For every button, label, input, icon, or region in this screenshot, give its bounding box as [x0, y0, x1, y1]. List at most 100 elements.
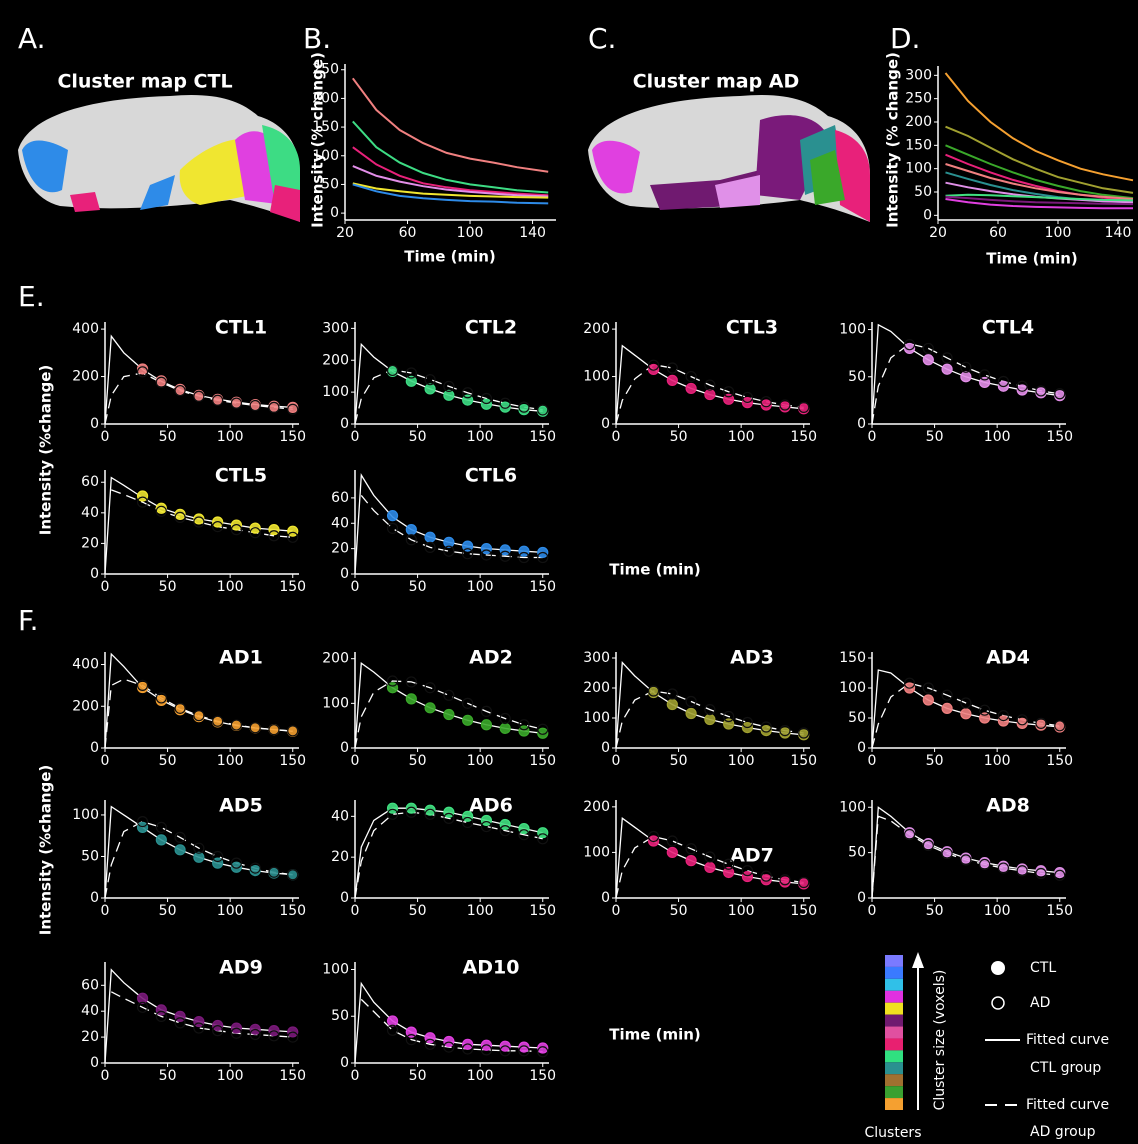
x-axis-label: Time (min)	[986, 250, 1078, 268]
y-axis-label: Intensity (% change)	[884, 52, 902, 228]
x-tick-label: 0	[351, 579, 360, 595]
x-tick-label: 50	[159, 1068, 177, 1084]
ctl-point	[923, 355, 933, 365]
x-tick-label: 100	[457, 225, 484, 241]
x-tick-label: 100	[984, 903, 1011, 919]
ctl-point	[705, 862, 715, 872]
ctl-point	[444, 710, 454, 720]
chart-title: AD3	[730, 647, 774, 669]
ctl-point	[269, 525, 279, 535]
x-tick-label: 0	[612, 903, 621, 919]
x-tick-label: 150	[529, 429, 556, 445]
chart-title: AD6	[469, 795, 513, 817]
x-tick-label: 100	[467, 903, 494, 919]
x-tick-label: 150	[279, 579, 306, 595]
legend-swatch	[885, 1027, 903, 1039]
x-tick-label: 150	[529, 1068, 556, 1084]
y-tick-label: 200	[905, 114, 932, 130]
x-tick-label: 0	[868, 903, 877, 919]
x-tick-label: 100	[217, 903, 244, 919]
y-tick-label: 300	[322, 320, 349, 336]
x-tick-label: 0	[868, 753, 877, 769]
y-tick-label: 200	[72, 698, 99, 714]
legend-ad-fit: Fitted curve	[1026, 1097, 1109, 1113]
ctl-point	[406, 694, 416, 704]
x-tick-label: 60	[399, 225, 417, 241]
x-tick-label: 150	[1046, 753, 1073, 769]
legend-swatch	[885, 1003, 903, 1015]
y-tick-label: 200	[583, 680, 610, 696]
x-tick-label: 100	[217, 1068, 244, 1084]
ctl-point	[175, 845, 185, 855]
y-tick-label: 50	[848, 845, 866, 861]
legend-swatch	[885, 1050, 903, 1062]
chart-title: AD5	[219, 795, 263, 817]
y-tick-label: 100	[322, 961, 349, 977]
x-tick-label: 50	[409, 903, 427, 919]
y-tick-label: 50	[848, 710, 866, 726]
ctl-point	[780, 728, 790, 738]
ctl-point	[923, 695, 933, 705]
y-tick-label: 100	[72, 807, 99, 823]
ctl-point	[686, 709, 696, 719]
ctl-point	[138, 822, 148, 832]
chart-title: AD9	[219, 957, 263, 979]
x-tick-label: 0	[351, 753, 360, 769]
x-tick-label: 150	[279, 1068, 306, 1084]
x-tick-label: 50	[926, 903, 944, 919]
ctl-point	[138, 491, 148, 501]
legend-ctl: CTL	[1030, 960, 1056, 976]
chart-title: CTL3	[726, 317, 778, 339]
map-title: Cluster map CTL	[57, 71, 232, 93]
y-tick-label: 0	[340, 740, 349, 756]
ctl-point	[686, 856, 696, 866]
ctl-point	[481, 815, 491, 825]
x-tick-label: 140	[1105, 225, 1132, 241]
x-tick-label: 150	[279, 429, 306, 445]
ctl-point	[425, 384, 435, 394]
legend-swatch	[885, 967, 903, 979]
x-tick-label: 140	[519, 225, 546, 241]
y-tick-label: 40	[81, 505, 99, 521]
y-tick-label: 100	[839, 322, 866, 338]
panel-label: C.	[588, 22, 616, 55]
x-tick-label: 100	[217, 579, 244, 595]
ctl-point	[942, 364, 952, 374]
x-tick-label: 0	[101, 1068, 110, 1084]
group-y-label: Intensity (%change)	[37, 365, 55, 536]
x-tick-label: 50	[159, 429, 177, 445]
x-tick-label: 0	[101, 753, 110, 769]
x-tick-label: 50	[926, 753, 944, 769]
ctl-point	[538, 828, 548, 838]
ctl-point	[519, 824, 529, 834]
x-tick-label: 0	[612, 429, 621, 445]
y-tick-label: 0	[857, 890, 866, 906]
ctl-point	[961, 372, 971, 382]
y-tick-label: 250	[905, 91, 932, 107]
chart-title: CTL1	[215, 317, 267, 339]
x-tick-label: 20	[929, 225, 947, 241]
ctl-point	[686, 383, 696, 393]
legend-swatch	[885, 1038, 903, 1050]
y-tick-label: 100	[905, 161, 932, 177]
x-tick-label: 150	[790, 903, 817, 919]
y-tick-label: 20	[331, 849, 349, 865]
y-axis-label: Intensity (% change)	[309, 52, 327, 228]
y-tick-label: 400	[72, 321, 99, 337]
y-tick-label: 40	[331, 808, 349, 824]
x-tick-label: 50	[159, 753, 177, 769]
ctl-point	[481, 720, 491, 730]
cluster-region	[70, 192, 100, 212]
y-tick-label: 0	[601, 890, 610, 906]
chart-title: CTL2	[465, 317, 517, 339]
chart-title: AD7	[730, 845, 774, 867]
legend-swatch	[885, 955, 903, 967]
panel-label: D.	[890, 22, 920, 55]
x-tick-label: 150	[529, 753, 556, 769]
y-tick-label: 0	[340, 416, 349, 432]
cluster-axis-label: Cluster size (voxels)	[932, 970, 948, 1111]
y-tick-label: 0	[340, 566, 349, 582]
x-tick-label: 100	[728, 753, 755, 769]
x-tick-label: 150	[529, 579, 556, 595]
x-tick-label: 50	[670, 429, 688, 445]
